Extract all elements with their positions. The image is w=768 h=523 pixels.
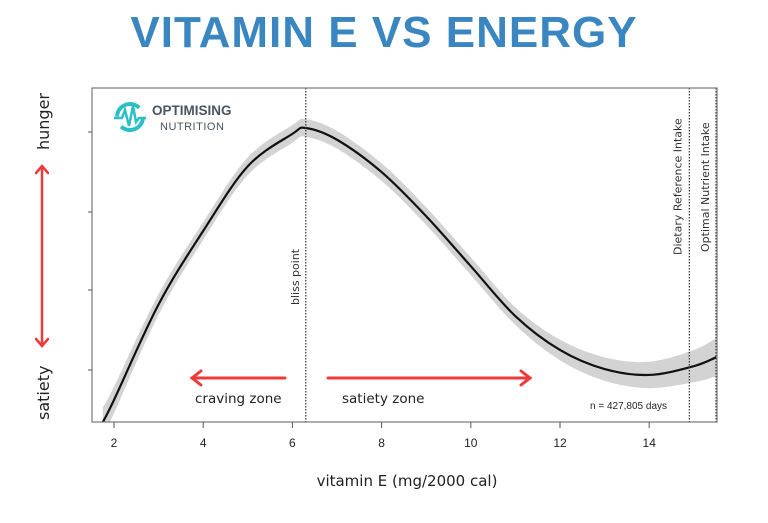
hunger-satiety-arrow — [34, 164, 50, 348]
x-tick-label: 12 — [553, 436, 567, 450]
logo-line2: NUTRITION — [160, 121, 224, 133]
satiety-label: satiety — [34, 366, 53, 420]
series-line — [101, 126, 717, 422]
craving-zone-label: craving zone — [195, 391, 282, 407]
logo: OPTIMISING NUTRITION — [114, 102, 232, 133]
x-tick-label: 14 — [643, 436, 657, 450]
confidence-band — [102, 118, 717, 422]
satiety-zone-label: satiety zone — [342, 391, 424, 407]
bliss-point-label: bliss point — [289, 248, 302, 305]
chart-title: VITAMIN E VS ENERGY — [130, 8, 638, 57]
x-axis-label: vitamin E (mg/2000 cal) — [317, 472, 498, 490]
x-tick-label: 2 — [111, 436, 118, 450]
logo-icon — [114, 102, 146, 132]
sample-size-label: n = 427,805 days — [590, 401, 667, 412]
hunger-label: hunger — [34, 93, 53, 150]
x-tick-label: 10 — [464, 436, 478, 450]
x-tick-label: 6 — [289, 436, 296, 450]
logo-line1: OPTIMISING — [152, 103, 232, 118]
dri-label: Dietary Reference Intake — [671, 118, 684, 255]
x-tick-label: 8 — [378, 436, 385, 450]
satiety-zone-arrow — [326, 369, 533, 387]
optimal-intake-label: Optimal Nutrient Intake — [699, 122, 712, 252]
x-tick-label: 4 — [200, 436, 207, 450]
craving-zone-arrow — [189, 369, 287, 387]
plot-frame — [91, 87, 718, 423]
